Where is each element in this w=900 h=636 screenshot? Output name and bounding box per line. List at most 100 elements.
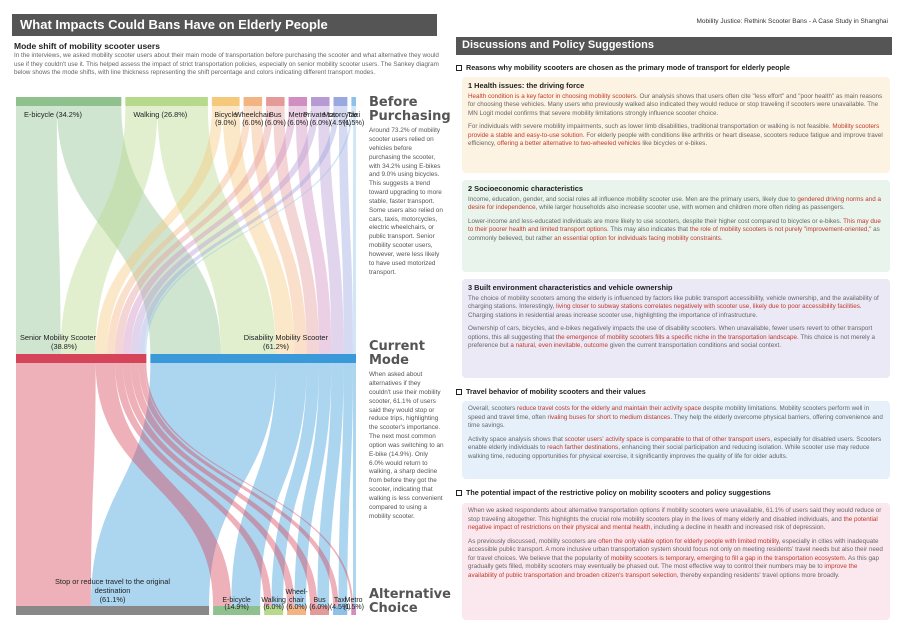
middle-node-bar <box>150 354 356 363</box>
box-health-p2: For individuals with severe mobility imp… <box>468 123 883 148</box>
box-health-title: 1 Health issues: the driving force <box>468 81 585 90</box>
top-node-value: (1.5%) <box>343 118 364 127</box>
alternative-choice-heading: Alternative Choice <box>369 587 451 616</box>
flow-top-disability <box>273 106 319 354</box>
flow-top-senior <box>144 106 354 354</box>
flow-top-senior <box>115 106 274 354</box>
box-policy-p2: As previously discussed, mobility scoote… <box>468 537 883 579</box>
box-travel-behavior-p1: Overall, scooters reduce travel costs fo… <box>468 405 883 429</box>
bottom-node-value: (14.9%) <box>224 604 249 611</box>
top-node-value: (6.0%) <box>265 118 286 127</box>
bottom-node-value: (6.0%) <box>263 604 284 611</box>
flow-disability-bottom <box>90 363 277 606</box>
top-node-label: Private car <box>303 110 338 119</box>
flow-top-senior <box>60 106 158 354</box>
left-title: What Impacts Could Bans Have on Elderly … <box>12 14 437 36</box>
header-caption: Mobility Justice: Rethink Scooter Bans -… <box>696 18 889 25</box>
box-built-environment-p1: The choice of mobility scooters among th… <box>468 294 879 319</box>
bottom-node-bar <box>213 606 261 615</box>
top-node-label: Walking (26.8%) <box>133 110 187 119</box>
flow-senior-bottom <box>144 363 354 606</box>
flow-senior-bottom <box>16 363 96 606</box>
top-node-value: (9.0%) <box>215 118 236 127</box>
square-bullet-icon <box>456 64 462 71</box>
top-node-bar <box>311 97 330 106</box>
before-purchasing-text: Around 73.2% of mobility scooter users r… <box>369 127 443 276</box>
sankey-nodes <box>16 97 356 615</box>
bottom-node-bar <box>310 606 330 615</box>
bottom-node-label: chair <box>289 597 305 604</box>
box-socioeconomic-p2: Lower-income and less-educated individua… <box>468 217 881 242</box>
box-health-p1: Health condition is a key factor in choo… <box>468 92 883 117</box>
top-node-bar <box>333 97 348 106</box>
section-policy: The potential impact of the restrictive … <box>456 488 771 497</box>
top-node-label: Motorcycle <box>323 110 358 119</box>
box-policy: When we asked respondents about alternat… <box>462 503 890 620</box>
box-health: 1 Health issues: the driving force Healt… <box>462 77 890 173</box>
sankey-flows <box>16 106 356 606</box>
bottom-node-bar <box>333 606 348 615</box>
top-node-label: Metro <box>289 110 307 119</box>
top-node-bar <box>351 97 356 106</box>
bottom-node-label: Wheel- <box>286 589 309 596</box>
alternative-choice-block: Alternative Choice <box>369 587 451 616</box>
top-node-bar <box>266 97 285 106</box>
flow-top-disability <box>338 106 353 354</box>
square-bullet-icon <box>456 388 462 395</box>
current-mode-heading: Current Mode <box>369 339 425 368</box>
section-reasons-label: Reasons why mobility scooters are chosen… <box>466 63 790 72</box>
middle-node-value: (61.2%) <box>263 342 289 351</box>
flow-senior-bottom <box>138 363 339 606</box>
bottom-node-value: (6.0%) <box>286 604 307 611</box>
before-purchasing-heading: Before Purchasing <box>369 95 451 124</box>
sankey-labels: E-bicycle (34.2%) Walking (26.8%) Bicycle(… <box>20 110 364 611</box>
flow-top-senior <box>107 106 251 354</box>
top-node-value: (6.0%) <box>310 118 331 127</box>
bottom-node-label: Metro <box>345 597 363 604</box>
bottom-node-value: (6.0%) <box>309 604 330 611</box>
bottom-node-value: (1.5%) <box>343 604 364 611</box>
top-node-label: Wheelchair <box>235 110 272 119</box>
flow-top-disability <box>222 106 295 354</box>
box-built-environment: 3 Built environment characteristics and … <box>462 279 890 378</box>
flow-top-senior <box>16 106 61 354</box>
section-travel-behavior: Travel behavior of mobility scooters and… <box>456 387 646 396</box>
current-mode-block: Current Mode When asked about alternativ… <box>369 340 444 521</box>
flow-top-disability <box>318 106 344 354</box>
flow-disability-bottom <box>352 363 356 606</box>
box-travel-behavior-p2: Activity space analysis shows that scoot… <box>468 435 882 460</box>
flow-senior-bottom <box>130 363 318 606</box>
section-policy-label: The potential impact of the restrictive … <box>466 488 771 497</box>
section-travel-behavior-label: Travel behavior of mobility scooters and… <box>466 387 646 396</box>
flow-top-disability <box>352 106 356 354</box>
top-node-bar <box>288 97 308 106</box>
top-node-bar <box>16 97 122 106</box>
mode-shift-title: Mode shift of mobility scooter users <box>14 41 160 51</box>
flow-top-disability <box>157 106 276 354</box>
flow-disability-bottom <box>294 363 332 606</box>
flow-top-senior <box>95 106 223 354</box>
bottom-node-label: Walking <box>261 597 286 604</box>
flow-disability-bottom <box>231 363 307 606</box>
top-node-value: (6.0%) <box>287 118 308 127</box>
flow-disability-bottom <box>271 363 319 606</box>
section-reasons: Reasons why mobility scooters are chosen… <box>456 63 790 72</box>
flow-top-senior <box>130 106 319 354</box>
current-mode-text: When asked about alternatives if they co… <box>369 371 444 520</box>
top-node-label: Taxi <box>347 110 360 119</box>
top-node-value: (4.5%) <box>330 118 351 127</box>
bottom-node-label: Bus <box>314 597 327 604</box>
top-node-value: (6.0%) <box>242 118 263 127</box>
top-node-label: E-bicycle (34.2%) <box>24 110 82 119</box>
top-node-bar <box>211 97 240 106</box>
flow-top-disability <box>295 106 332 354</box>
flow-top-disability <box>250 106 307 354</box>
bottom-node-bar <box>287 606 307 615</box>
top-node-label: Bicycle <box>214 110 237 119</box>
box-socioeconomic-title: 2 Socioeconomic characteristics <box>468 184 584 193</box>
bottom-node-bar <box>264 606 284 615</box>
square-bullet-icon <box>456 489 462 496</box>
middle-node-label: Senior Mobility Scooter <box>20 333 97 342</box>
bottom-node-label: E-bicycle <box>222 597 251 604</box>
